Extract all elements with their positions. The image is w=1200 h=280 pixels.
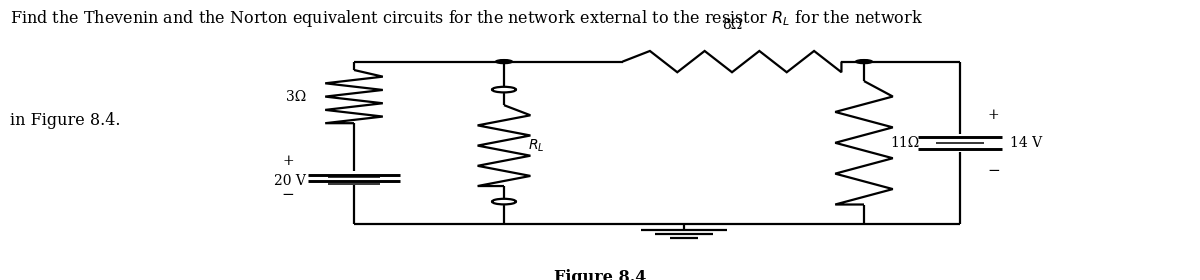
Text: 20 V: 20 V bbox=[274, 174, 306, 188]
Text: Find the Thevenin and the Norton equivalent circuits for the network external to: Find the Thevenin and the Norton equival… bbox=[10, 8, 923, 29]
Text: 14 V: 14 V bbox=[1010, 136, 1043, 150]
Circle shape bbox=[492, 87, 516, 92]
Text: −: − bbox=[282, 188, 294, 202]
Text: +: + bbox=[988, 108, 1000, 122]
Text: +: + bbox=[282, 154, 294, 168]
Text: 11Ω: 11Ω bbox=[890, 136, 919, 150]
Text: 3Ω: 3Ω bbox=[286, 90, 306, 104]
Text: −: − bbox=[988, 164, 1000, 178]
Text: 8Ω: 8Ω bbox=[722, 18, 742, 32]
Circle shape bbox=[856, 60, 872, 64]
Circle shape bbox=[496, 60, 512, 64]
Text: Figure 8.4: Figure 8.4 bbox=[554, 269, 646, 280]
Text: $R_L$: $R_L$ bbox=[528, 137, 545, 154]
Text: in Figure 8.4.: in Figure 8.4. bbox=[10, 112, 120, 129]
Circle shape bbox=[492, 199, 516, 204]
